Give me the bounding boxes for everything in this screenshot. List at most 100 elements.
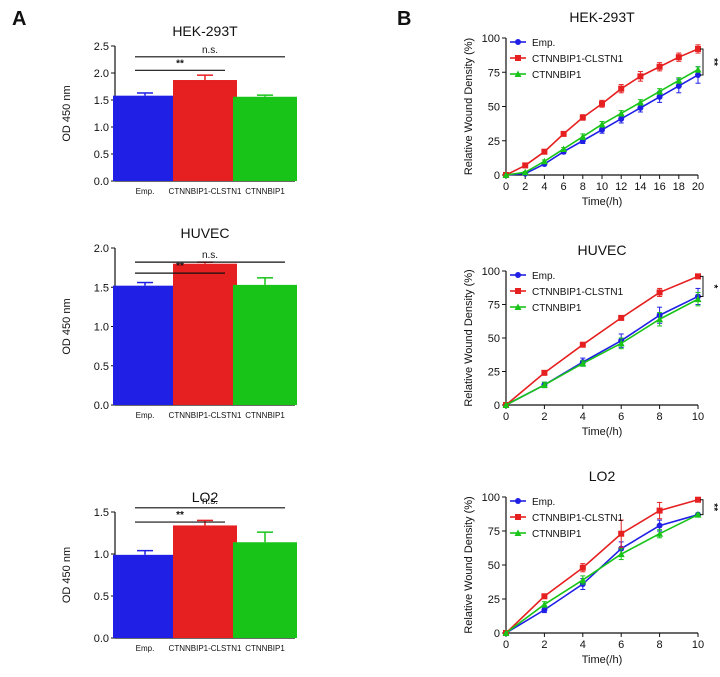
bar [173,525,237,638]
y-tick-label: 50 [488,102,500,114]
data-point [560,130,567,137]
data-point [579,114,586,121]
chart-title: HEK-293T [569,9,635,25]
x-tick-label: 10 [692,639,704,651]
legend-label: CTNNBIP1-CLSTN1 [532,287,624,298]
data-point [514,303,522,310]
significance-bracket [700,48,704,76]
x-axis-label: Time(/h) [582,196,623,208]
chart-title: HEK-293T [172,23,238,39]
data-point [599,126,605,133]
y-tick-label: 1.5 [94,507,109,519]
x-tick-label: 0 [503,639,509,651]
data-point [695,45,701,52]
y-tick-label: 75 [488,526,500,538]
legend-label: CTNNBIP1-CLSTN1 [532,54,624,65]
x-tick-label: 6 [618,411,624,423]
data-point [522,162,529,169]
data-point [514,70,522,77]
bar-chart-2: LO2 0.0 0.5 1.0 1.5 OD 450 nm Emp. CTNNBIP1-CLS… [61,489,297,653]
series-line [505,513,699,634]
legend-label: CTNNBIP1 [532,303,582,314]
y-tick-label: 100 [482,266,500,278]
data-point [637,104,644,111]
data-point [695,273,701,280]
y-axis-label: Relative Wound Density (%) [463,38,475,175]
series-line [505,498,699,634]
legend-label: Emp. [532,271,555,282]
data-point [515,514,521,520]
significance-label: n.s. [202,250,218,261]
x-tick-label: 8 [580,181,586,193]
line-chart-0: HEK-293T 0 25 50 75 100 0 2 4 6 8 10 12 14 16 18 20 Time(… [463,9,719,208]
bar [113,285,177,405]
legend-entry: CTNNBIP1 [510,529,582,540]
data-point [618,85,625,92]
legend-entry: CTNNBIP1-CLSTN1 [510,287,624,298]
x-tick-label: 0 [503,181,509,193]
x-tick-label: 4 [580,639,586,651]
bar [233,284,297,405]
series-2 [502,291,702,408]
significance-label: ** [708,503,719,511]
legend-label: Emp. [532,497,555,508]
data-point [541,593,548,600]
chart-title: LO2 [589,468,616,484]
y-tick-label: 100 [482,492,500,504]
data-point [694,66,702,73]
data-point [694,295,702,303]
x-tick-label: 20 [692,181,704,193]
significance-label: * [708,284,719,288]
data-point [541,606,548,613]
x-tick-label: 18 [673,181,685,193]
significance-label: ** [708,58,719,66]
panel-a-label: A [12,8,27,30]
x-tick-label: 0 [503,411,509,423]
data-point [515,55,521,61]
data-point [579,359,587,367]
y-tick-label: 2.5 [94,41,109,53]
x-tick-label: 2 [541,639,547,651]
y-axis-label: Relative Wound Density (%) [463,496,475,633]
data-point [656,93,663,100]
series-line [505,275,699,406]
bar [113,554,177,638]
data-point [541,369,548,376]
x-tick-label: 16 [653,181,665,193]
data-point [618,530,625,537]
category-label: CTNNBIP1-CLSTN1 [169,644,242,653]
data-point [636,98,644,106]
data-point [656,87,664,95]
data-point [637,73,644,80]
x-tick-label: 8 [657,411,663,423]
x-tick-label: 14 [634,181,646,193]
data-point [502,401,510,408]
x-tick-label: 6 [561,181,567,193]
data-point [617,339,625,347]
y-tick-label: 0 [494,170,500,182]
data-point [515,39,521,45]
series-line [505,298,699,406]
data-point [521,168,529,176]
data-point [656,522,663,529]
y-tick-label: 0.5 [94,149,109,161]
y-tick-label: 0 [494,628,500,640]
category-label: Emp. [136,411,155,420]
category-label: CTNNBIP1 [245,644,285,653]
data-point [502,629,510,636]
y-tick-label: 1.5 [94,95,109,107]
x-tick-label: 6 [618,639,624,651]
data-point [656,530,664,537]
y-tick-label: 1.5 [94,282,109,294]
y-tick-label: 1.0 [94,322,109,334]
data-point [515,288,521,294]
y-tick-label: 0.5 [94,591,109,603]
legend-entry: Emp. [510,497,555,508]
y-tick-label: 25 [488,136,500,148]
x-tick-label: 4 [580,411,586,423]
x-tick-label: 2 [541,411,547,423]
y-tick-label: 2.0 [94,68,109,80]
series-line [505,48,699,176]
legend-label: CTNNBIP1 [532,529,582,540]
y-tick-label: 1.0 [94,549,109,561]
